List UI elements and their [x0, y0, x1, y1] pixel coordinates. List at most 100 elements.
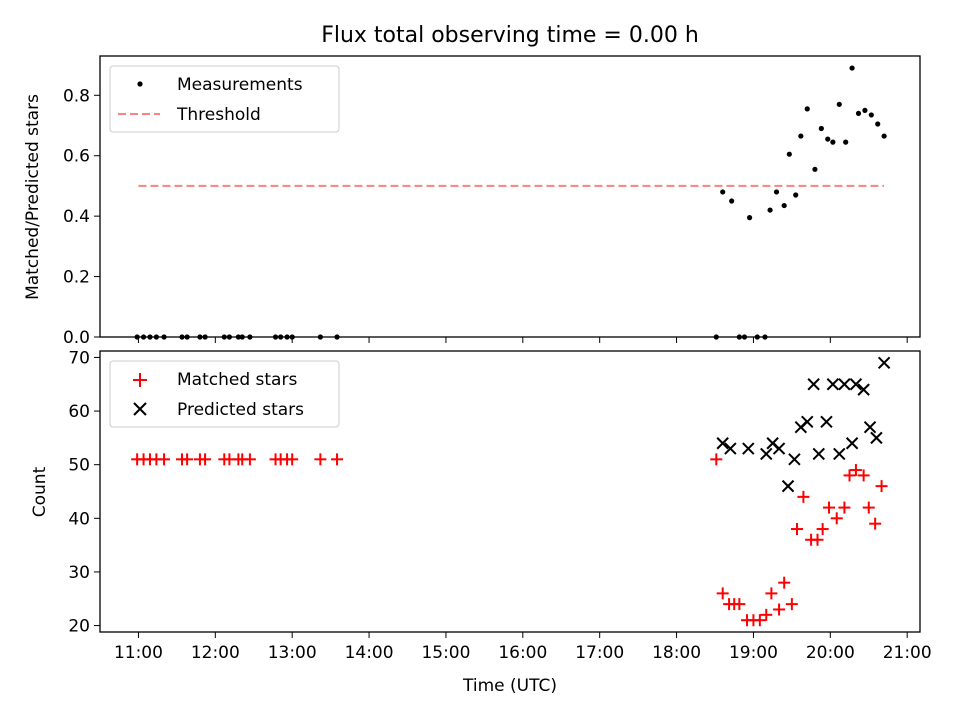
- legend-predicted-marker: [133, 402, 147, 416]
- measurement-point: [767, 207, 773, 213]
- bottom-ytick-label: 50: [68, 456, 90, 476]
- measurement-point: [793, 192, 799, 198]
- matched-star-point: [765, 587, 778, 600]
- measurement-point: [825, 136, 831, 142]
- predicted-star-point: [877, 356, 891, 370]
- measurement-point: [729, 198, 735, 204]
- bottom-ytick-label: 20: [68, 617, 90, 637]
- bottom-ytick-label: 60: [68, 402, 90, 422]
- predicted-star-point: [820, 415, 833, 428]
- matched-star-point: [843, 469, 856, 482]
- top-ytick-label: 0.6: [63, 147, 90, 167]
- predicted-star-point: [826, 378, 840, 391]
- matched-star-point: [716, 587, 729, 600]
- top-ytick-label: 0.4: [63, 207, 90, 227]
- bottom-y-axis: 20 30 40 50 60 70: [68, 348, 100, 637]
- measurement-point: [862, 107, 868, 113]
- bottom-xtick-label: 11:00: [114, 643, 163, 663]
- legend-measurements-label: Measurements: [177, 75, 303, 95]
- bottom-xtick-label: 15:00: [421, 643, 470, 663]
- predicted-star-point: [760, 447, 773, 461]
- top-panel: 0.00.20.40.60.8 Matched/Predicted stars …: [23, 55, 921, 348]
- matched-star-point: [823, 501, 836, 514]
- bottom-xtick-label: 19:00: [729, 643, 778, 663]
- predicted-star-point: [870, 431, 883, 445]
- matched-star-point: [849, 464, 862, 477]
- bottom-xtick-label: 13:00: [268, 643, 317, 663]
- measurement-point: [849, 65, 855, 71]
- top-y-axis-label: Matched/Predicted stars: [23, 94, 43, 300]
- matched-star-point: [816, 523, 829, 536]
- matched-star-point: [875, 480, 888, 493]
- bottom-xtick-label: 16:00: [498, 643, 547, 663]
- bottom-legend-box: [109, 360, 340, 428]
- chart-title: Flux total observing time = 0.00 h: [321, 23, 699, 48]
- matched-star-point: [760, 608, 773, 621]
- top-ytick-label: 0.8: [63, 86, 90, 106]
- bottom-panel: 20 30 40 50 60 70 11:00 12:00 13:00 14:00 15:00 16…: [30, 348, 932, 696]
- matched-star-point: [778, 576, 791, 589]
- bottom-xtick-label: 12:00: [191, 643, 240, 663]
- measurement-point: [868, 112, 874, 118]
- measurement-point: [746, 215, 753, 221]
- top-ytick-label: 0.2: [63, 268, 90, 288]
- matched-star-point: [286, 453, 299, 466]
- matched-star-point: [733, 598, 746, 611]
- measurement-point: [818, 125, 824, 132]
- bottom-plot-marks: [131, 356, 891, 627]
- matched-star-point: [838, 501, 851, 514]
- measurement-point: [855, 110, 862, 117]
- bottom-xtick-label: 14:00: [345, 643, 394, 663]
- matched-star-point: [753, 614, 766, 627]
- measurement-point: [875, 121, 881, 127]
- legend-measurements-marker: [137, 81, 143, 87]
- top-ytick-label: 0.0: [63, 328, 90, 348]
- predicted-star-point: [724, 442, 737, 455]
- matched-star-point: [869, 517, 882, 530]
- matched-star-point: [830, 512, 843, 525]
- measurement-point: [773, 189, 780, 195]
- bottom-y-axis-label: Count: [30, 466, 50, 517]
- predicted-star-point: [833, 447, 846, 461]
- matched-star-point: [857, 469, 870, 482]
- matched-star-point: [331, 453, 344, 466]
- legend-predicted-label: Predicted stars: [177, 400, 304, 420]
- top-x-axis-ticks: [137, 337, 908, 343]
- predicted-star-point: [801, 415, 814, 428]
- matched-star-point: [181, 453, 194, 466]
- legend-threshold-label: Threshold: [176, 105, 261, 125]
- predicted-star-point: [845, 437, 859, 450]
- predicted-star-point: [863, 420, 877, 434]
- predicted-star-point: [812, 447, 825, 461]
- x-axis-label: Time (UTC): [462, 676, 557, 696]
- bottom-legend: Matched stars Predicted stars: [109, 360, 340, 428]
- matched-star-point: [862, 501, 875, 514]
- matched-star-point: [811, 533, 824, 546]
- matched-star-point: [199, 453, 212, 466]
- predicted-star-point: [838, 378, 851, 391]
- bottom-xtick-label: 17:00: [575, 643, 624, 663]
- measurement-point: [798, 133, 804, 139]
- bottom-xtick-label: 20:00: [806, 643, 855, 663]
- predicted-star-point: [772, 442, 786, 455]
- top-legend: Measurements Threshold: [109, 65, 340, 133]
- predicted-star-point: [742, 442, 755, 455]
- measurement-point: [781, 202, 787, 209]
- top-plot-frame: [99, 55, 921, 338]
- predicted-star-point: [807, 378, 820, 391]
- legend-matched-label: Matched stars: [177, 370, 297, 390]
- bottom-ytick-label: 40: [68, 509, 90, 529]
- top-y-axis: 0.0 0.2 0.4 0.6 0.8: [63, 86, 100, 348]
- measurement-point: [836, 101, 842, 107]
- matched-star-point: [243, 453, 256, 466]
- bottom-ytick-label: 30: [68, 563, 90, 583]
- predicted-star-point: [781, 479, 795, 493]
- matched-star-point: [785, 598, 798, 611]
- bottom-xtick-label: 21:00: [883, 643, 932, 663]
- bottom-x-axis: 11:00 12:00 13:00 14:00 15:00 16:00 17:00 18:00…: [114, 632, 932, 663]
- bottom-xtick-label: 18:00: [652, 643, 701, 663]
- matched-star-point: [158, 453, 171, 466]
- predicted-star-point: [849, 378, 863, 391]
- matched-star-point: [773, 603, 786, 616]
